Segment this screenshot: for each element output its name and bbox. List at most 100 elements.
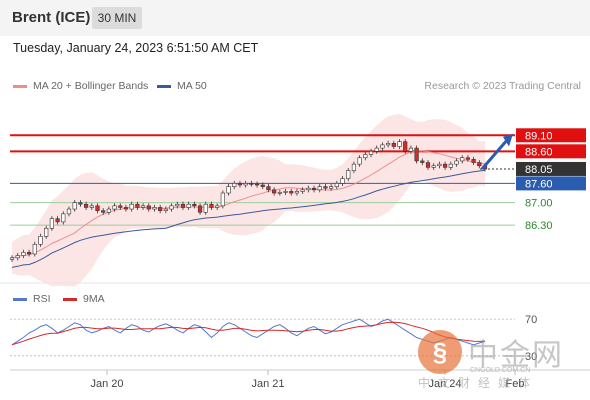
legend-ma50-label: MA 50 (177, 80, 207, 92)
candle-body (83, 203, 89, 208)
candle-body (232, 183, 237, 187)
candle-body (197, 205, 203, 213)
candle-body (408, 147, 414, 152)
candle-body (374, 147, 379, 152)
candle-body (112, 205, 117, 210)
watermark: § 中金网 CNGOLD.COM.CN 中文财经媒体 (418, 330, 578, 390)
candle-body (215, 205, 220, 208)
rsi-ma-line (11, 321, 486, 346)
candle-body (391, 143, 396, 147)
candle-body (346, 170, 351, 179)
level-label-bg-89.10 (516, 128, 586, 143)
candle-body (44, 228, 49, 237)
rsi-line (11, 318, 486, 346)
timeframe-button[interactable]: 30 MIN (92, 7, 142, 29)
candle-body (437, 163, 442, 167)
candle-body (118, 205, 123, 208)
candle-body (266, 186, 271, 191)
rsi-level-label-30: 30 (525, 351, 537, 363)
candle-body (397, 141, 402, 147)
candle-body (323, 186, 328, 189)
x-tick-label: Jan 21 (251, 378, 284, 390)
candle-body (146, 205, 151, 210)
legend-ma50: MA 50 (157, 80, 207, 92)
legend-rsi-swatch (13, 297, 27, 301)
candle-body (186, 203, 191, 208)
level-label-88.05: 88.05 (525, 164, 553, 176)
legend-rsi-ma-swatch (63, 297, 77, 301)
candle-body (220, 192, 225, 207)
level-label-bg-87.60 (516, 176, 586, 191)
candle-body (163, 208, 168, 211)
copyright: Research © 2023 Trading Central (424, 80, 581, 92)
legend-rsi-label: RSI (33, 293, 51, 305)
candle-body (66, 208, 72, 215)
chart-header: Brent (ICE) 30 MIN (0, 0, 590, 36)
candle-body (311, 187, 317, 191)
candle-body (277, 192, 282, 194)
candle-body (89, 205, 94, 208)
ma20-line (11, 150, 486, 259)
candle-body (26, 252, 32, 255)
candle-body (448, 163, 453, 168)
candle-body (106, 208, 111, 213)
candle-body (49, 218, 54, 229)
timestamp: Tuesday, January 24, 2023 6:51:50 AM CET (13, 41, 259, 55)
candle-body (283, 191, 288, 193)
candle-body (140, 205, 146, 208)
candle-body (226, 186, 231, 194)
candle-body (368, 151, 374, 155)
candle-body (294, 191, 300, 194)
candle-body (175, 203, 180, 207)
candle-body (55, 218, 60, 223)
candle-body (351, 163, 357, 171)
candle-body (78, 202, 83, 205)
level-label-88.60: 88.60 (525, 146, 553, 158)
candle-body (300, 189, 305, 192)
candle-body (329, 186, 334, 189)
level-label-87.60: 87.60 (525, 178, 553, 190)
candle-body (254, 183, 260, 186)
candle-body (380, 144, 385, 149)
candle-body (465, 157, 471, 160)
candle-body (243, 183, 248, 186)
projection-arrow-head (503, 133, 513, 147)
candle-body (15, 255, 20, 259)
candle-body (169, 205, 174, 210)
candle-body (9, 257, 15, 260)
ma50-line (11, 169, 486, 268)
watermark-url: CNGOLD.COM.CN (470, 367, 531, 374)
candle-body (21, 252, 26, 256)
candle-body (260, 184, 265, 187)
watermark-subtitle: 中文财经媒体 (418, 376, 539, 390)
candle-body (135, 203, 140, 208)
candle-body (249, 183, 254, 185)
candle-body (420, 160, 425, 163)
candle-body (443, 163, 448, 168)
candle-body (403, 141, 408, 152)
level-label-89.10: 89.10 (525, 130, 553, 142)
candle-body (95, 205, 100, 211)
bollinger-band (12, 114, 485, 287)
legend-ma20-swatch (13, 84, 27, 88)
candle-body (425, 162, 431, 168)
watermark-logo-icon: § (418, 330, 462, 374)
rsi-level-label-70: 70 (525, 314, 537, 326)
instrument-title: Brent (ICE) (12, 9, 91, 26)
x-tick-label: Jan 20 (90, 378, 123, 390)
x-tick-label: Jan 24 (428, 378, 461, 390)
candle-body (363, 154, 368, 159)
candle-body (123, 207, 129, 210)
candle-body (454, 160, 459, 165)
candle-body (152, 207, 157, 210)
candle-body (317, 186, 322, 191)
candle-body (101, 210, 106, 213)
candle-body (237, 183, 243, 186)
candle-body (32, 244, 37, 255)
candle-body (477, 162, 482, 167)
legend-ma50-swatch (157, 84, 171, 88)
level-label-bg-88.60 (516, 144, 586, 159)
candle-body (272, 189, 277, 194)
legend-ma20-label: MA 20 + Bollinger Bands (33, 80, 149, 92)
